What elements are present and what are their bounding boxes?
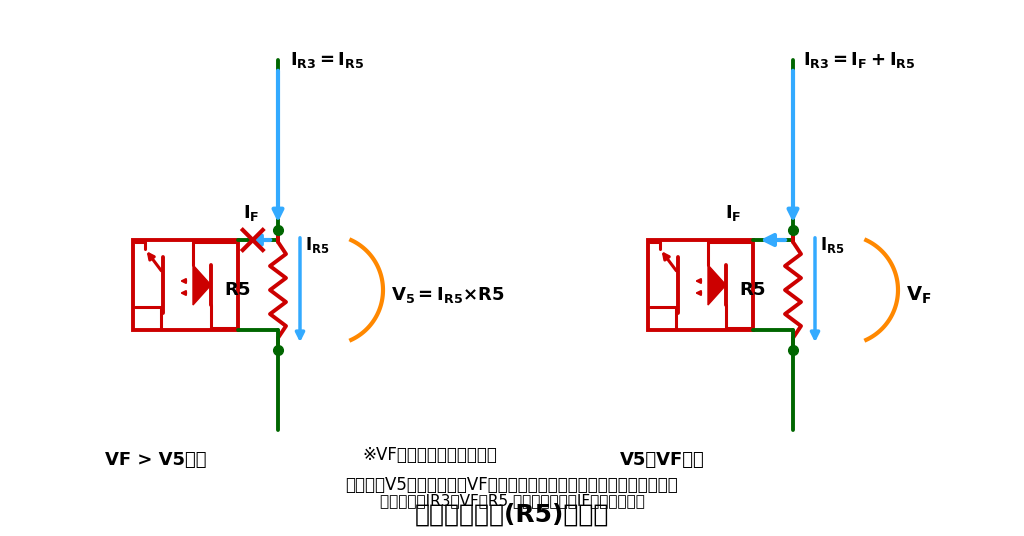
Bar: [647, 240, 753, 330]
Text: V5＝VFの時: V5＝VFの時: [620, 451, 705, 469]
Bar: [132, 240, 238, 330]
Text: $\mathbf{I_{R5}}$: $\mathbf{I_{R5}}$: [305, 235, 330, 255]
Text: $\mathbf{R5}$: $\mathbf{R5}$: [739, 281, 767, 299]
Polygon shape: [193, 265, 211, 305]
Text: $\mathbf{I_F}$: $\mathbf{I_F}$: [243, 203, 259, 223]
Text: $\mathbf{I_F}$: $\mathbf{I_F}$: [725, 203, 741, 223]
Text: $\mathbf{I_{R3} = I_{R5}}$: $\mathbf{I_{R3} = I_{R5}}$: [290, 50, 365, 70]
Polygon shape: [708, 265, 726, 305]
Text: VF > V5の時: VF > V5の時: [105, 451, 207, 469]
Text: （つまり、IR3＝VF／R5 以上になるまでIFは流れない）: （つまり、IR3＝VF／R5 以上になるまでIFは流れない）: [380, 493, 644, 508]
Text: $\mathbf{V_F}$: $\mathbf{V_F}$: [906, 285, 932, 306]
Text: $\mathbf{R5}$: $\mathbf{R5}$: [224, 281, 252, 299]
Text: 印加電圧V5が順方向電圧VFに達するまでダイオードに電流は流れない: 印加電圧V5が順方向電圧VFに達するまでダイオードに電流は流れない: [346, 476, 678, 494]
Text: $\mathbf{I_{R5}}$: $\mathbf{I_{R5}}$: [820, 235, 845, 255]
Text: $\mathbf{I_{R3} = I_F + I_{R5}}$: $\mathbf{I_{R3} = I_F + I_{R5}}$: [803, 50, 915, 70]
Text: ブリーダ抵抗(R5)の役割: ブリーダ抵抗(R5)の役割: [415, 503, 609, 527]
Text: ※VFはデータシートに記載: ※VFはデータシートに記載: [362, 446, 498, 464]
Text: $\mathbf{V_5{=}I_{R5}{\times}R5}$: $\mathbf{V_5{=}I_{R5}{\times}R5}$: [391, 285, 505, 305]
